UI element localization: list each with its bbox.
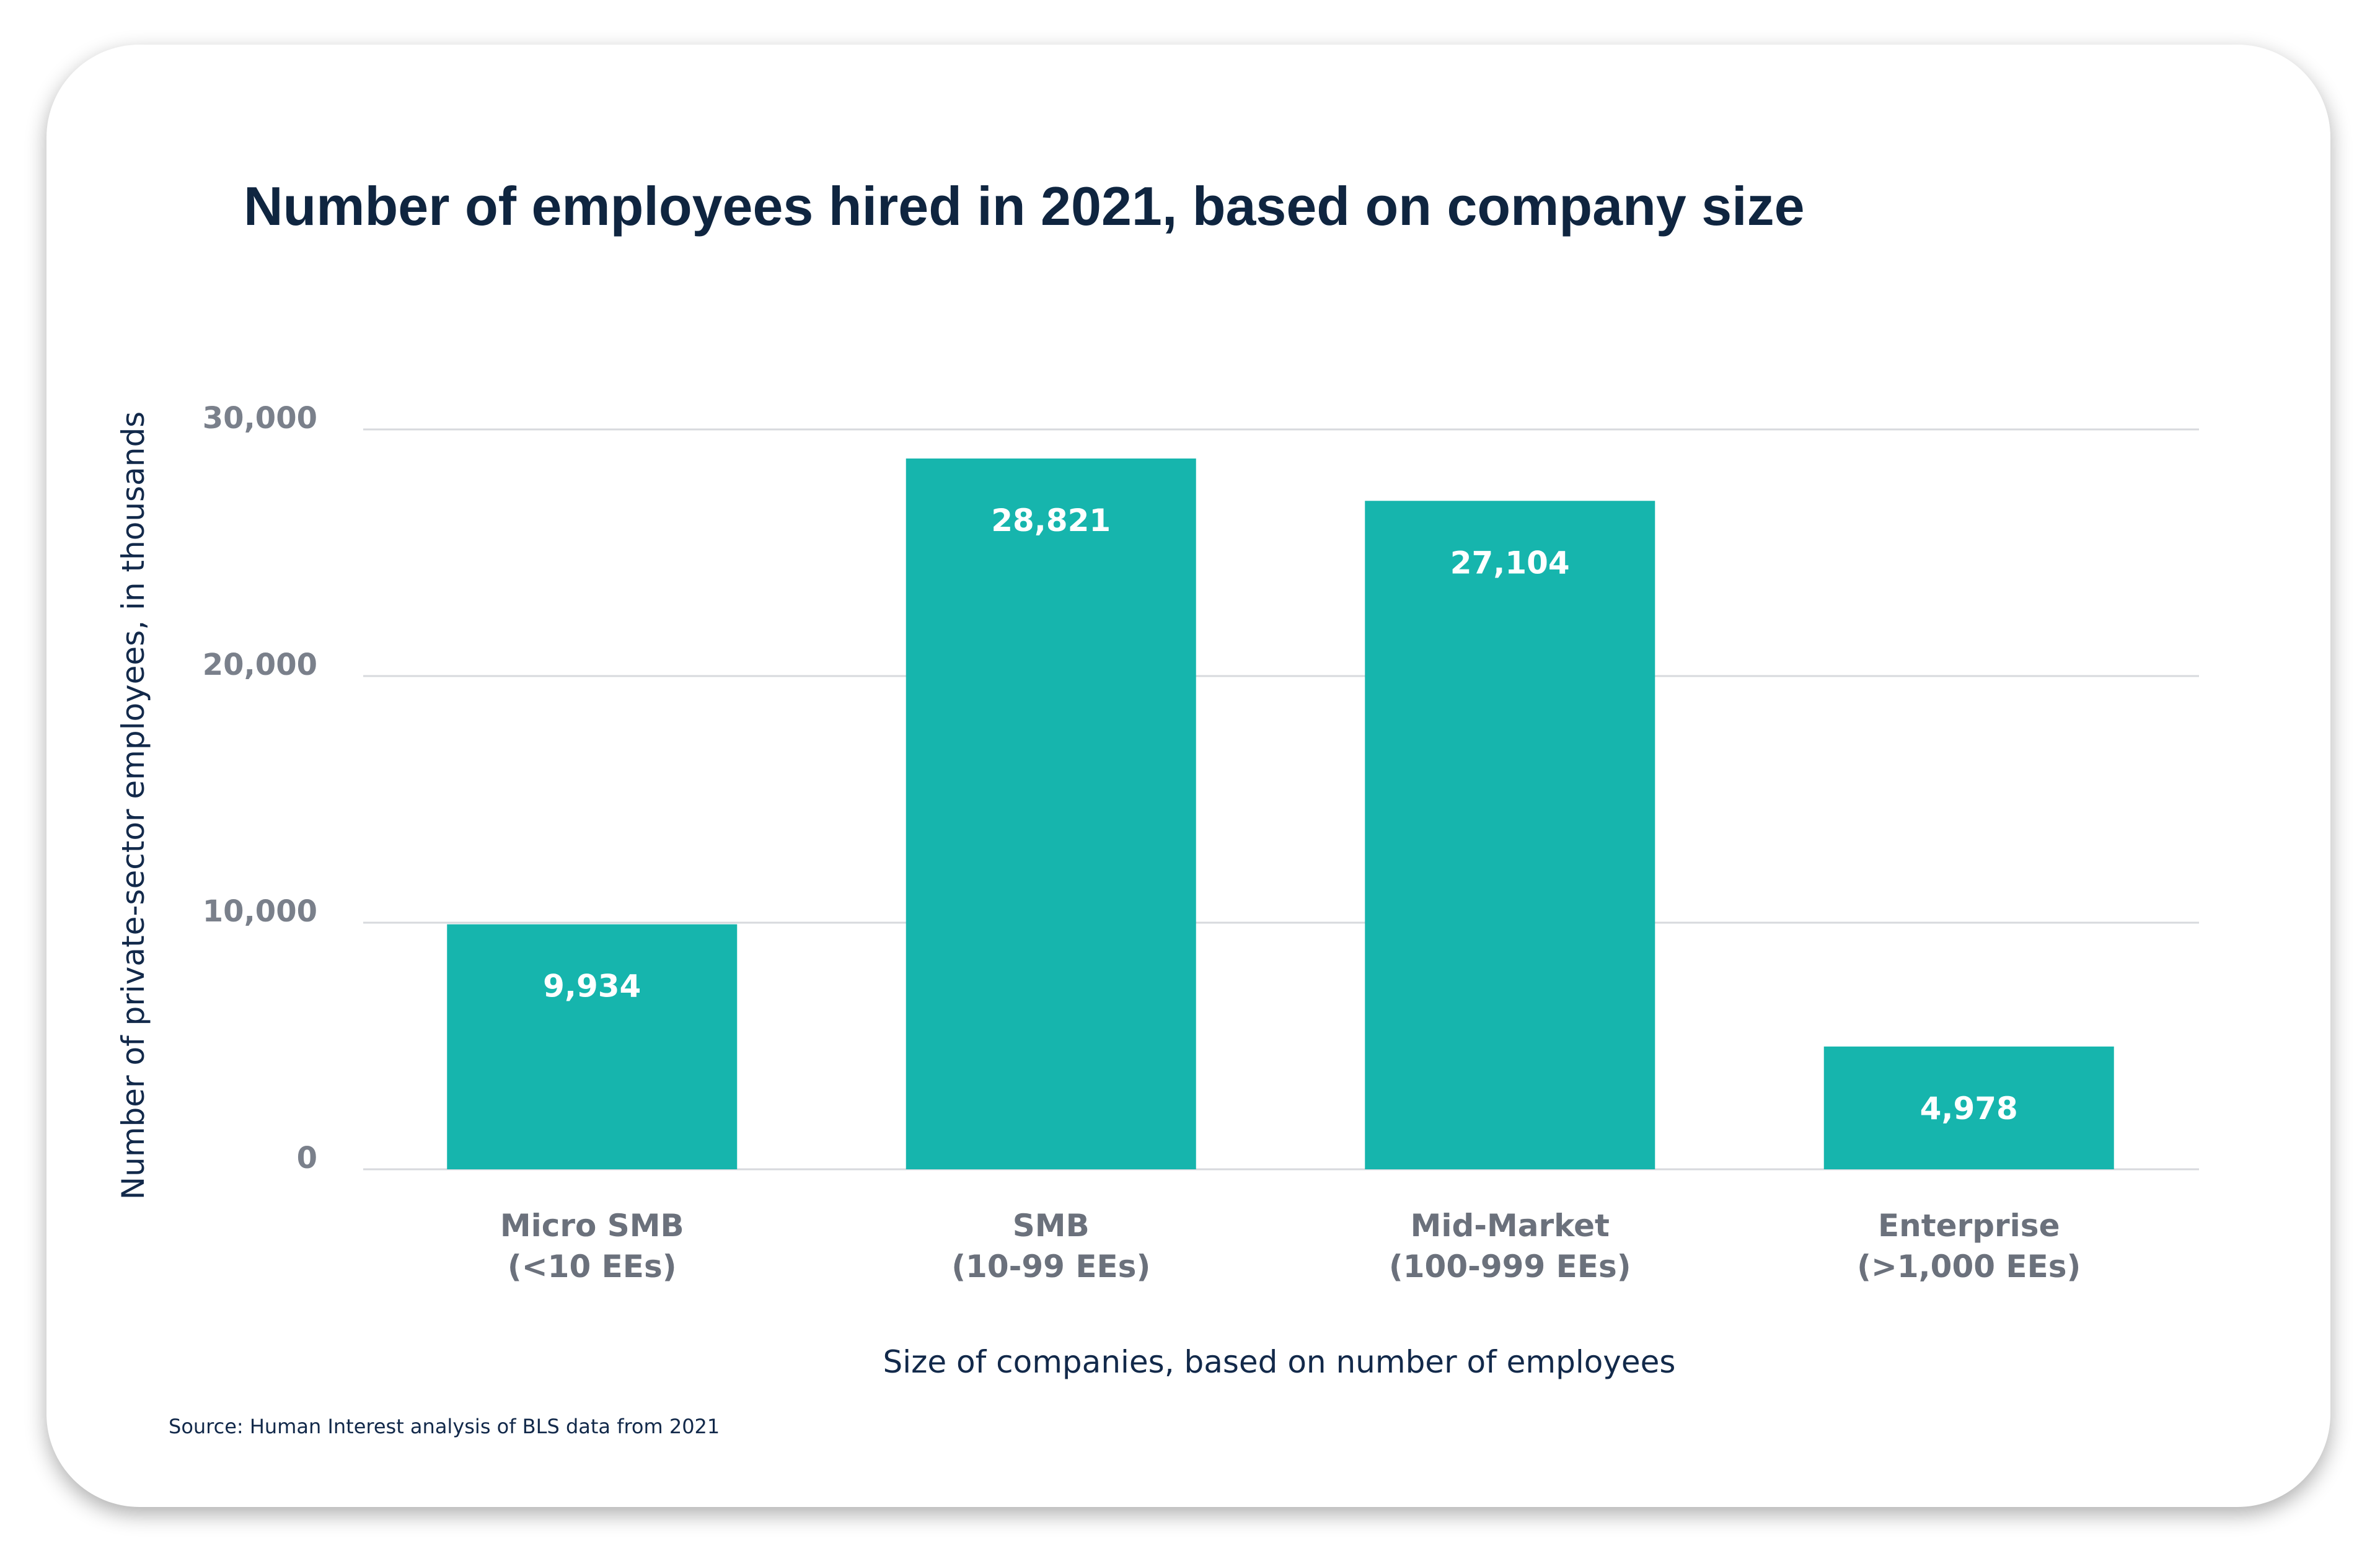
value-labels: 9,934 28,821 27,104 4,978 <box>543 503 2018 1127</box>
bar <box>1823 1046 2114 1169</box>
chart-title: Number of employees hired in 2021, based… <box>244 175 1805 237</box>
bar-value-label: 9,934 <box>543 969 641 1004</box>
bar <box>1365 501 1655 1170</box>
x-category-label: Micro SMB <box>500 1208 684 1244</box>
y-axis-ticks: 0 10,000 20,000 30,000 <box>203 401 317 1175</box>
bar-value-label: 4,978 <box>1920 1091 2018 1127</box>
x-axis-categories: Micro SMB (<10 EEs) SMB (10-99 EEs) Mid-Mark… <box>500 1208 2081 1285</box>
bar-value-label: 28,821 <box>991 503 1111 538</box>
y-tick-label: 20,000 <box>203 648 317 682</box>
x-category-label: SMB <box>1013 1208 1090 1244</box>
y-axis-title: Number of private-sector employees, in t… <box>115 411 151 1200</box>
y-tick-label: 10,000 <box>203 894 317 929</box>
x-category-label: (>1,000 EEs) <box>1857 1249 2081 1285</box>
source-note: Source: Human Interest analysis of BLS d… <box>169 1415 720 1438</box>
x-category-label: (100-999 EEs) <box>1389 1249 1631 1285</box>
x-axis-title: Size of companies, based on number of em… <box>883 1344 1676 1380</box>
x-category-label: Mid-Market <box>1411 1208 1610 1244</box>
bars <box>447 458 2114 1170</box>
bar <box>906 458 1196 1169</box>
y-tick-label: 0 <box>297 1141 317 1175</box>
bar-value-label: 27,104 <box>1450 545 1570 581</box>
x-category-label: Enterprise <box>1878 1208 2060 1244</box>
bar <box>447 924 738 1169</box>
y-tick-label: 30,000 <box>203 401 317 436</box>
x-category-label: (10-99 EEs) <box>951 1249 1150 1285</box>
x-category-label: (<10 EEs) <box>508 1249 677 1285</box>
